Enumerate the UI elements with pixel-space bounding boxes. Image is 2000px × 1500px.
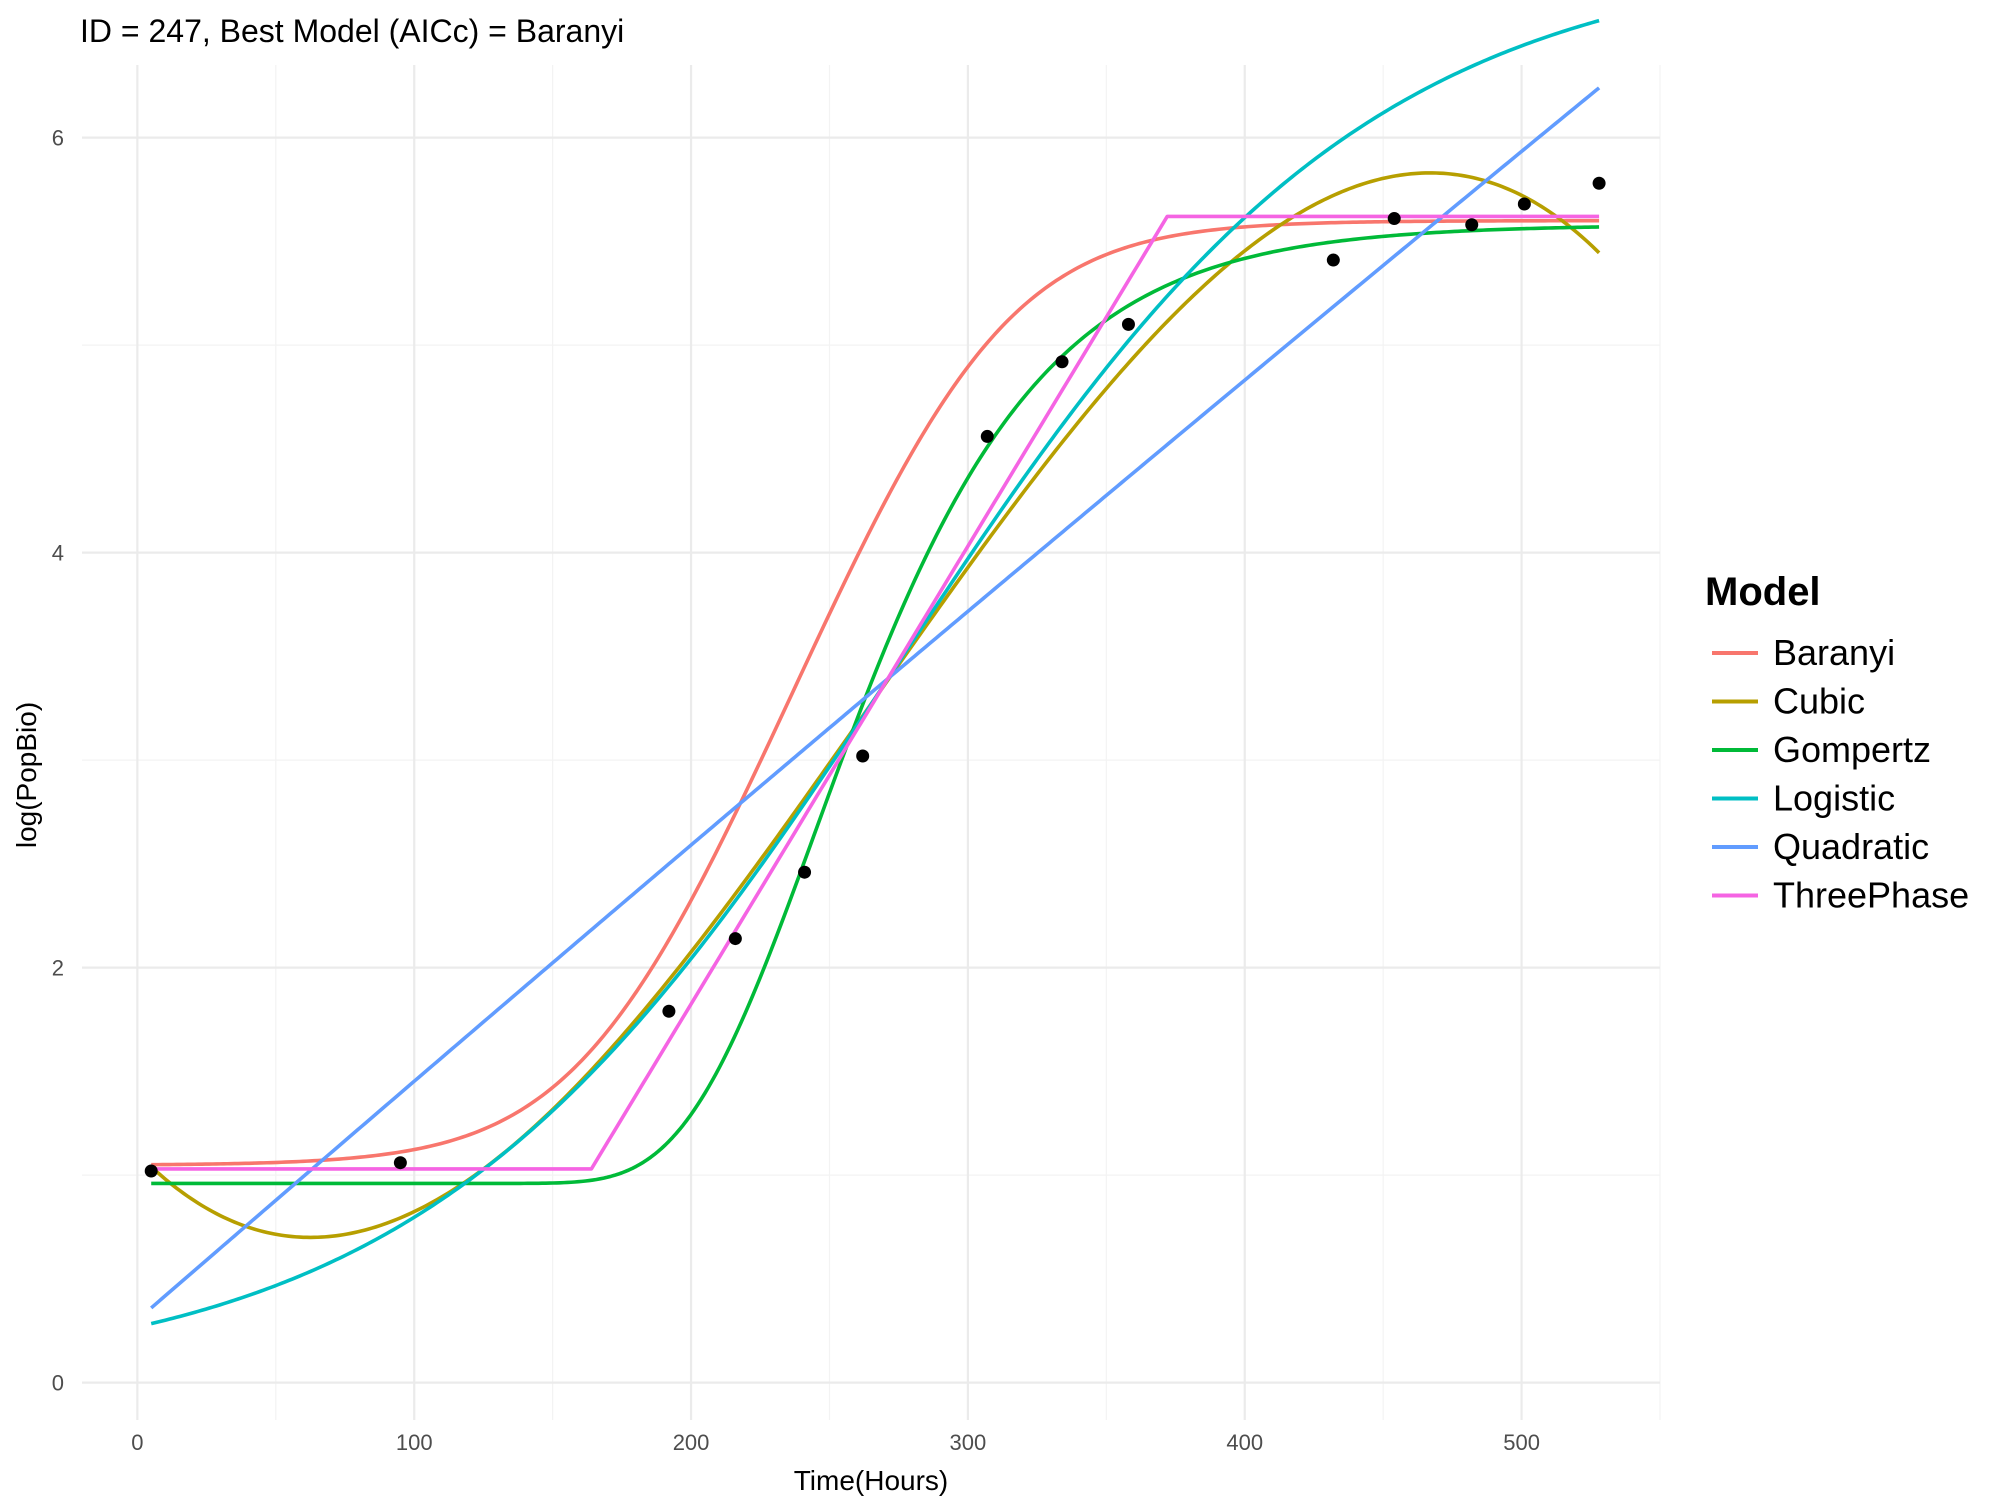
series-line-quadratic (150, 86, 1601, 1310)
data-point (662, 1004, 676, 1018)
legend-label-threephase: ThreePhase (1773, 875, 1969, 916)
x-tick-label: 500 (1503, 1430, 1540, 1455)
y-axis-title: log(PopBio) (11, 702, 42, 848)
data-point (1517, 197, 1531, 211)
series-lines (149, 18, 1601, 1326)
data-point (1055, 355, 1069, 369)
data-point (1121, 317, 1135, 331)
data-point (980, 429, 994, 443)
data-point (1465, 218, 1479, 232)
x-tick-label: 100 (396, 1430, 433, 1455)
series-line-baranyi (151, 218, 1600, 1167)
y-tick-label: 6 (52, 126, 64, 151)
y-tick-labels: 0 2 4 6 (52, 126, 64, 1396)
data-point (728, 932, 742, 946)
data-point (798, 865, 812, 879)
data-point (1592, 176, 1606, 190)
legend-label-logistic: Logistic (1773, 778, 1895, 819)
data-point (1387, 212, 1401, 226)
x-axis-title: Time(Hours) (794, 1465, 949, 1496)
data-point (856, 749, 870, 763)
x-tick-label: 0 (131, 1430, 143, 1455)
legend-label-gompertz: Gompertz (1773, 729, 1931, 770)
x-tick-label: 200 (673, 1430, 710, 1455)
legend-title: Model (1705, 570, 1821, 614)
chart-title: ID = 247, Best Model (AICc) = Baranyi (80, 13, 624, 49)
x-tick-labels: 0 100 200 300 400 500 (131, 1430, 1540, 1455)
x-tick-label: 400 (1226, 1430, 1263, 1455)
legend-label-quadratic: Quadratic (1773, 826, 1929, 867)
data-points (144, 176, 1606, 1178)
data-point (1326, 253, 1340, 267)
series-line-gompertz (151, 225, 1600, 1186)
x-tick-label: 300 (950, 1430, 987, 1455)
legend-label-baranyi: Baranyi (1773, 632, 1895, 673)
data-point (393, 1156, 407, 1170)
y-tick-label: 0 (52, 1371, 64, 1396)
legend-label-cubic: Cubic (1773, 681, 1865, 722)
data-point (144, 1164, 158, 1178)
y-tick-label: 2 (52, 956, 64, 981)
y-tick-label: 4 (52, 541, 64, 566)
grid (82, 65, 1661, 1420)
legend: Model Baranyi Cubic Gompertz Logistic Quadra… (1705, 570, 1969, 916)
series-line-threephase (151, 214, 1600, 1171)
